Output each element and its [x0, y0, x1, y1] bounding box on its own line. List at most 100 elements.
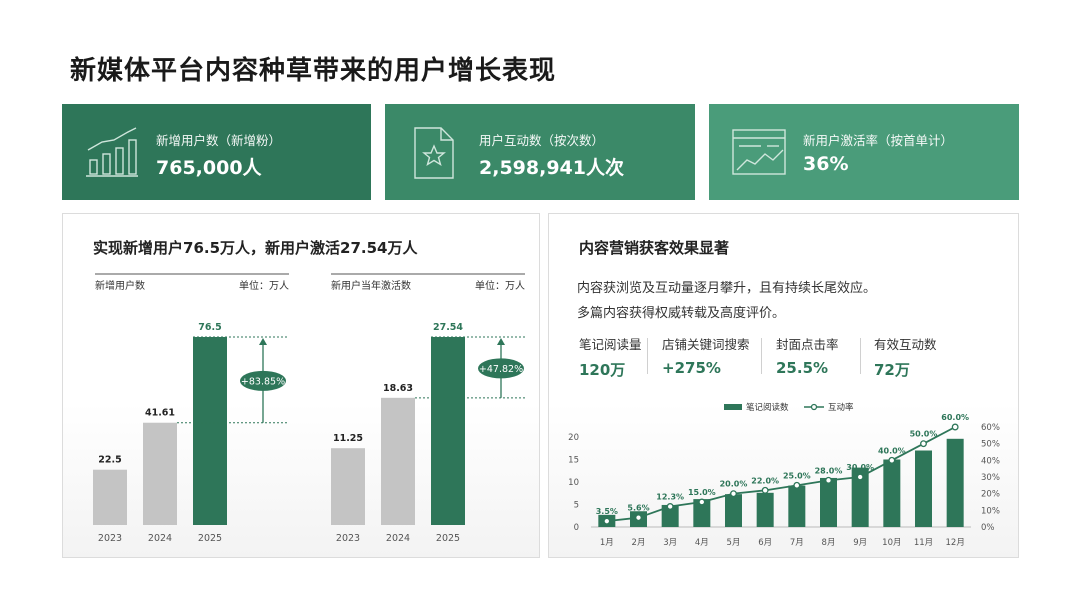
bar-4月: [693, 499, 711, 527]
bar-2023: [331, 448, 365, 525]
bar-value-label: 27.54: [433, 322, 463, 333]
interaction-rate-line: [606, 426, 956, 523]
chart-subtitle: 新增用户数: [95, 279, 145, 292]
bar-2025: [193, 337, 227, 525]
line-point: [856, 473, 864, 481]
line-data-label: 5.6%: [627, 504, 649, 513]
metric-label: 封面点击率: [776, 337, 839, 352]
kpi-label: 新用户激活率（按首单计）: [803, 133, 954, 148]
x-tick-label: 10月: [882, 538, 901, 548]
x-tick-label: 8月: [822, 538, 836, 548]
growth-badge-label: +47.82%: [479, 364, 523, 375]
metric-value: 72万: [874, 361, 910, 379]
line-data-label: 3.5%: [596, 507, 618, 516]
metric-cover-ctr: 封面点击率 25.5%: [776, 334, 839, 377]
x-tick-label: 2023: [98, 533, 122, 544]
metric-note-reads: 笔记阅读量 120万: [579, 334, 642, 380]
chart-unit: 单位：万人: [239, 279, 289, 292]
metric-interactions: 有效互动数 72万: [874, 334, 937, 380]
x-tick-label: 2025: [198, 533, 222, 544]
metric-keyword-search: 店铺关键词搜索 +275%: [662, 334, 750, 377]
content-marketing-panel: 内容营销获客效果显著 内容获浏览及互动量逐月攀升，且有持续长尾效应。 多篇内容获…: [548, 213, 1019, 558]
growth-arrow-head: [497, 338, 505, 345]
bar-2024: [143, 422, 177, 525]
y-right-tick-label: 50%: [981, 440, 1000, 450]
growth-badge-label: +83.85%: [241, 376, 285, 387]
bar-10月: [883, 459, 901, 527]
metric-value: +275%: [662, 359, 721, 377]
x-tick-label: 2025: [436, 533, 460, 544]
line-data-label: 22.0%: [751, 476, 779, 485]
line-point: [666, 503, 674, 510]
x-tick-label: 3月: [663, 538, 677, 548]
y-right-tick-label: 20%: [981, 490, 1000, 500]
metric-label: 店铺关键词搜索: [662, 337, 750, 352]
line-data-label: 20.0%: [720, 480, 748, 489]
bar-value-label: 22.5: [98, 455, 121, 466]
line-point: [698, 498, 706, 506]
chart-subtitle: 新用户当年激活数: [331, 279, 411, 292]
metric-divider: [647, 338, 648, 374]
line-point: [793, 481, 801, 489]
kpi-label: 新增用户数（新增粉）: [156, 133, 282, 148]
y-left-tick-label: 10: [568, 478, 579, 488]
legend-line-label: 互动率: [828, 402, 854, 413]
line-chart-window-icon: [732, 129, 786, 175]
description-line-1: 内容获浏览及互动量逐月攀升，且有持续长尾效应。: [577, 281, 877, 296]
page-title: 新媒体平台内容种草带来的用户增长表现: [70, 56, 557, 86]
kpi-value: 36%: [803, 153, 849, 175]
y-left-tick-label: 20: [568, 433, 579, 443]
y-right-tick-label: 30%: [981, 473, 1000, 483]
kpi-label: 用户互动数（按次数）: [479, 133, 605, 148]
metric-divider: [860, 338, 861, 374]
x-tick-label: 5月: [727, 538, 741, 548]
x-tick-label: 7月: [790, 538, 804, 548]
bar-5月: [725, 494, 742, 527]
growth-badge: [240, 370, 286, 391]
bar-11月: [915, 450, 932, 527]
bar-2023: [93, 469, 127, 525]
metric-value: 25.5%: [776, 359, 829, 377]
bar-value-label: 76.5: [198, 322, 221, 333]
line-data-label: 50.0%: [910, 430, 938, 439]
legend-line-marker: [810, 403, 818, 411]
user-growth-panel: 实现新增用户76.5万人，新用户激活27.54万人 新增用户数 单位：万人 22.5…: [62, 213, 540, 558]
x-tick-label: 2024: [148, 533, 172, 544]
growth-badge: [478, 358, 524, 379]
line-data-label: 28.0%: [815, 466, 843, 475]
line-data-label: 30.0%: [846, 463, 874, 472]
kpi-value: 765,000人: [156, 157, 262, 179]
x-tick-label: 9月: [853, 538, 867, 548]
line-point: [730, 490, 737, 498]
line-data-label: 40.0%: [878, 446, 906, 455]
kpi-card-new-users: 新增用户数（新增粉） 765,000人: [62, 104, 371, 200]
bar-7月: [788, 485, 806, 527]
y-left-tick-label: 0: [574, 523, 579, 533]
bar-value-label: 41.61: [145, 408, 175, 419]
metric-divider: [761, 338, 762, 374]
x-tick-label: 2024: [386, 533, 410, 544]
line-point: [825, 476, 832, 484]
y-left-tick-label: 15: [568, 456, 579, 466]
metric-label: 笔记阅读量: [579, 337, 642, 352]
x-tick-label: 4月: [695, 538, 709, 548]
y-right-tick-label: 40%: [981, 456, 1000, 466]
line-data-label: 12.3%: [656, 493, 684, 502]
line-data-label: 15.0%: [688, 488, 716, 497]
yearly-bar-charts: 新增用户数 单位：万人 22.5 2023 41.61 2024 76.5 2025 +83.8…: [93, 273, 525, 544]
x-tick-label: 12月: [946, 538, 965, 548]
x-tick-label: 11月: [914, 538, 933, 548]
bar-value-label: 18.63: [383, 383, 413, 394]
bar-2025: [431, 337, 465, 525]
line-point: [888, 456, 896, 464]
x-tick-label: 6月: [758, 538, 772, 548]
y-left-tick-label: 5: [574, 501, 579, 511]
star-document-icon: [414, 127, 454, 179]
bar-6月: [756, 492, 774, 527]
line-point: [635, 514, 642, 522]
y-right-tick-label: 0%: [981, 523, 995, 533]
bar-3月: [661, 504, 679, 527]
bar-value-label: 11.25: [333, 433, 363, 444]
x-tick-label: 2月: [632, 538, 646, 548]
panel-title: 内容营销获客效果显著: [579, 239, 730, 257]
